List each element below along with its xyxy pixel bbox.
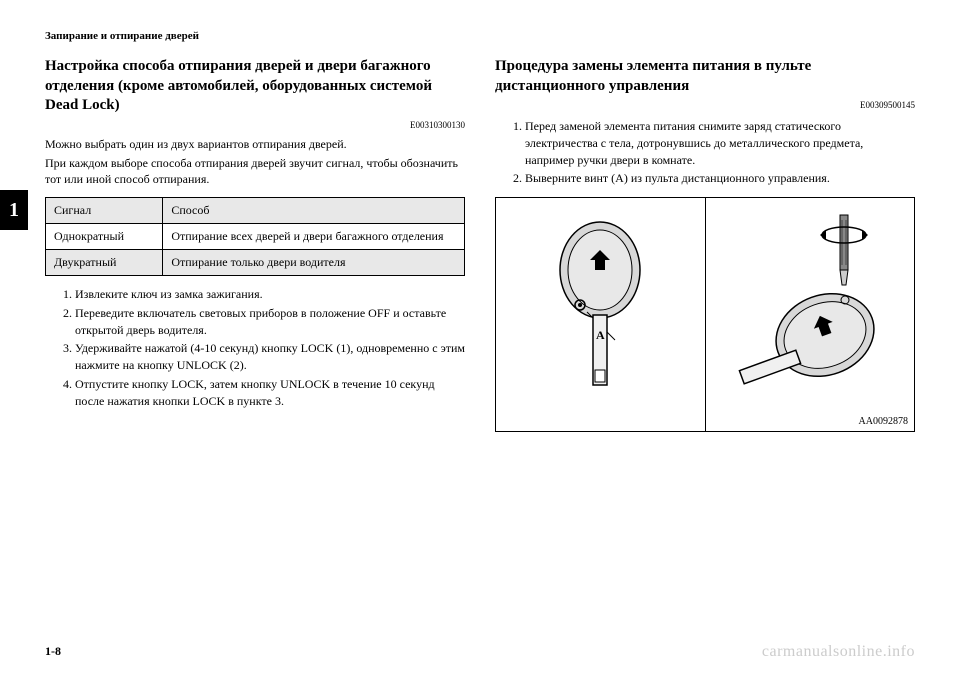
watermark: carmanualsonline.info	[762, 643, 915, 661]
list-item: Перед заменой элемента питания снимите з…	[525, 118, 915, 168]
list-item: Отпустите кнопку LOCK, затем кнопку UNLO…	[75, 376, 465, 410]
left-section-title: Настройка способа отпирания дверей и две…	[45, 57, 465, 116]
list-item: Удерживайте нажатой (4-10 секунд) кнопку…	[75, 340, 465, 374]
figure-right-panel	[706, 198, 915, 431]
figure-code: AA0092878	[859, 416, 908, 427]
content-columns: Настройка способа отпирания дверей и две…	[45, 57, 915, 432]
right-column: Процедура замены элемента питания в пуль…	[495, 57, 915, 432]
table-row: Отпирание всех дверей и двери багажного …	[163, 224, 465, 250]
left-para-2: При каждом выборе способа отпирания двер…	[45, 155, 465, 187]
table-row: Отпирание только двери водителя	[163, 250, 465, 276]
page-number: 1-8	[45, 644, 61, 659]
table-header-2: Способ	[163, 198, 465, 224]
page-header: Запирание и отпирание дверей	[45, 30, 915, 42]
left-column: Настройка способа отпирания дверей и две…	[45, 57, 465, 432]
table-row: Двукратный	[46, 250, 163, 276]
section-tab: 1	[0, 190, 28, 230]
list-item: Выверните винт (А) из пульта дистанционн…	[525, 170, 915, 187]
figure-container: A AA0092878	[495, 197, 915, 432]
left-para-1: Можно выбрать один из двух вариантов отп…	[45, 136, 465, 152]
figure-label-a: A	[596, 328, 605, 343]
right-doc-code: E00309500145	[495, 100, 915, 110]
right-section-title: Процедура замены элемента питания в пуль…	[495, 57, 915, 96]
left-steps: Извлеките ключ из замка зажигания. Перев…	[45, 286, 465, 410]
list-item: Извлеките ключ из замка зажигания.	[75, 286, 465, 303]
left-doc-code: E00310300130	[45, 120, 465, 130]
key-front-icon	[525, 215, 675, 415]
table-row: Однократный	[46, 224, 163, 250]
table-header-1: Сигнал	[46, 198, 163, 224]
list-item: Переведите включатель световых приборов …	[75, 305, 465, 339]
right-steps: Перед заменой элемента питания снимите з…	[495, 118, 915, 187]
figure-left-panel: A	[496, 198, 705, 431]
signal-table: Сигнал Способ Однократный Отпирание всех…	[45, 197, 465, 276]
key-screwdriver-icon	[710, 205, 910, 425]
